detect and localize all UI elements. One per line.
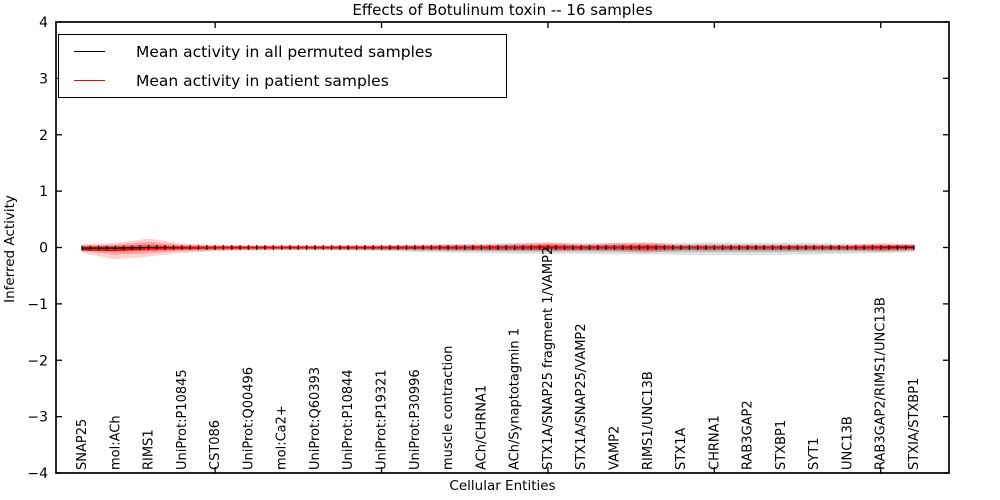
x-category-label: VAMP2 bbox=[607, 426, 622, 470]
x-category-label: mol:ACh bbox=[108, 415, 123, 470]
x-category-label: UNC13B bbox=[840, 416, 855, 470]
legend-entry-permuted: Mean activity in all permuted samples bbox=[59, 41, 506, 63]
y-tick-label: 0 bbox=[39, 241, 48, 257]
x-category-label: UniProt:Q60393 bbox=[308, 367, 323, 470]
y-tick-label: −1 bbox=[27, 297, 48, 313]
y-tick-label: −2 bbox=[27, 353, 48, 369]
x-category-label: mol:Ca2+ bbox=[275, 405, 290, 470]
x-category-label: ACh/Synaptotagmin 1 bbox=[508, 328, 523, 470]
x-category-label: STXIA/STXBP1 bbox=[907, 378, 922, 470]
x-category-label: STX1A bbox=[674, 428, 689, 470]
x-category-label: STXBP1 bbox=[774, 420, 789, 470]
x-category-label: SYT1 bbox=[807, 438, 822, 470]
y-axis-label: Inferred Activity bbox=[2, 195, 18, 303]
y-tick-label: 4 bbox=[39, 15, 48, 31]
x-category-label: CST086 bbox=[208, 420, 223, 470]
y-tick-label: 3 bbox=[39, 71, 48, 87]
y-tick-label: 1 bbox=[39, 184, 48, 200]
legend-label-patient: Mean activity in patient samples bbox=[136, 71, 389, 90]
x-category-label: muscle contraction bbox=[441, 346, 456, 470]
x-category-label: UniProt:P30996 bbox=[408, 369, 423, 470]
x-category-label: RAB3GAP2 bbox=[741, 400, 756, 470]
x-axis-label: Cellular Entities bbox=[449, 478, 556, 494]
x-category-label: CHRNA1 bbox=[707, 415, 722, 470]
legend-line-patient-icon bbox=[74, 80, 105, 81]
y-tick-label: 2 bbox=[39, 128, 48, 144]
x-category-label: STX1A/SNAP25 fragment 1/VAMP2 bbox=[541, 247, 556, 470]
chart-title: Effects of Botulinum toxin -- 16 samples bbox=[352, 1, 653, 19]
legend: Mean activity in all permuted samples Me… bbox=[58, 34, 507, 98]
x-category-label: UniProt:Q00496 bbox=[241, 367, 256, 470]
legend-label-permuted: Mean activity in all permuted samples bbox=[136, 42, 433, 61]
x-category-label: RAB3GAP2/RIMS1/UNC13B bbox=[874, 297, 889, 470]
x-category-label: RIMS1/UNC13B bbox=[641, 371, 656, 470]
x-category-label: ACh/CHRNA1 bbox=[474, 385, 489, 470]
x-category-label: SNAP25 bbox=[75, 419, 90, 470]
x-category-label: UniProt:P10845 bbox=[175, 369, 190, 470]
legend-entry-patient: Mean activity in patient samples bbox=[59, 70, 506, 92]
legend-line-permuted-icon bbox=[74, 51, 105, 52]
x-category-label: RIMS1 bbox=[142, 429, 157, 470]
y-tick-label: −3 bbox=[27, 410, 48, 426]
y-tick-label: −4 bbox=[27, 466, 48, 482]
x-category-label: UniProt:P10844 bbox=[341, 369, 356, 470]
x-category-label: UniProt:P19321 bbox=[375, 369, 390, 470]
x-category-label: STX1A/SNAP25/VAMP2 bbox=[574, 323, 589, 470]
